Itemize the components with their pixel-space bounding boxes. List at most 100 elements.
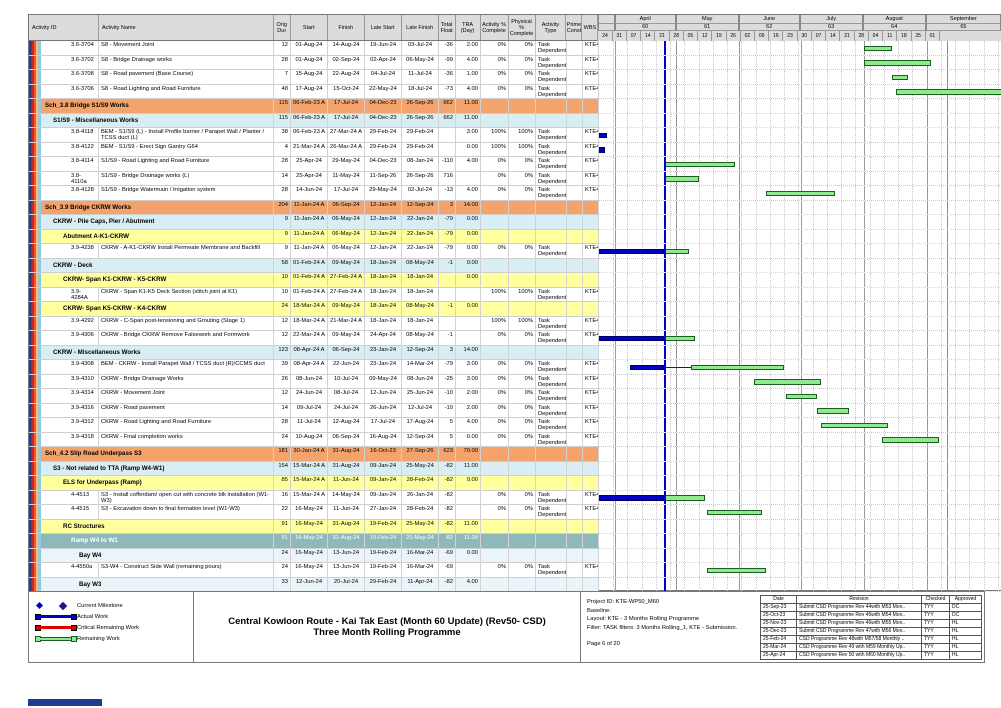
column-header-prime[interactable]: Prime Const <box>566 15 583 40</box>
gantt-bar-actual[interactable] <box>629 364 665 370</box>
table-row[interactable]: 3.9-4314 CKRW - Movement Joint 12 24-Jun-24… <box>29 389 1001 404</box>
group-band-row[interactable]: CKRW- Span K5-CKRW - K4-CKRW 24 18-Mar-24 … <box>29 302 1001 317</box>
gantt-bar-remaining[interactable] <box>664 248 689 254</box>
week-gridline <box>684 534 686 548</box>
column-header-wbs[interactable]: WBS <box>582 15 599 40</box>
week-gridline <box>613 418 615 432</box>
table-row[interactable]: 3.9-4308 BEM - CKRW - Install Parapet Wal… <box>29 360 1001 375</box>
group-band-row[interactable]: S3 - Not related to TTA (Ramp W4-W1) 154 1… <box>29 461 1001 476</box>
week-gridline <box>883 186 885 200</box>
table-row[interactable]: 3.8-4118 BEM - S1/S9 (L) - Install Profil… <box>29 128 1001 143</box>
group-band-row[interactable]: ELS for Underpass (Ramp) 85 15-Mar-24 A 11-… <box>29 476 1001 491</box>
table-row[interactable]: 3.6-3702 S8 - Bridge Drainage works 28 01-A… <box>29 55 1001 70</box>
group-band-row[interactable]: CKRW - Miscellaneous Works 123 08-Apr-24 A… <box>29 345 1001 360</box>
table-row[interactable]: 3.8-4114 S1/S9 - Road Lighting and Road F… <box>29 157 1001 172</box>
week-gridline <box>826 70 828 84</box>
column-header-type[interactable]: Activity Type <box>535 15 567 40</box>
gantt-bar-remaining[interactable] <box>765 190 836 196</box>
group-band-row[interactable]: Sch_3.8 Bridge S1/S9 Works 115 06-Feb-23 A… <box>29 99 1001 114</box>
gantt-bar-remaining[interactable] <box>706 509 762 515</box>
week-gridline <box>727 432 729 446</box>
cell-type <box>536 476 567 491</box>
table-row[interactable]: 3.9-4284A CKRW - Span K1-K5 Deck Section … <box>29 287 1001 302</box>
group-band-row[interactable]: CKRW - Pile Caps, Pier / Abutment 9 11-Jan… <box>29 215 1001 230</box>
group-band-row[interactable]: Bay W4 24 16-May-24 13-Jun-24 19-Feb-24 16-Ma… <box>29 548 1001 563</box>
week-gridline <box>641 461 643 475</box>
cell-start: 18-Mar-24 A <box>291 316 328 331</box>
month-number: 62 <box>738 24 800 31</box>
gantt-bar-remaining[interactable] <box>816 408 850 414</box>
table-row[interactable]: 3.9-4292 CKRW - C-Span post-tensioning an… <box>29 316 1001 331</box>
table-row[interactable]: 3.9-4306 CKRW - Bridge CKRW Remove Falsew… <box>29 331 1001 346</box>
gantt-bar-remaining[interactable] <box>863 45 893 51</box>
week-gridline <box>898 302 900 316</box>
table-row[interactable]: 3.9-4318 CKRW - Final completion works 24 1… <box>29 432 1001 447</box>
column-header-finish[interactable]: Finish <box>327 15 365 40</box>
group-band-row[interactable]: Ramp W4 to W1 91 16-May-24 31-Aug-24 19-Feb-… <box>29 534 1001 549</box>
table-row[interactable]: 3.8-4128 S1/S9 - Bridge Watermain / Irrig… <box>29 186 1001 201</box>
gantt-bar-actual[interactable] <box>599 147 606 153</box>
cell-late_start: 09-Jan-24 <box>365 490 402 505</box>
cell-dur: 4 <box>274 142 291 157</box>
group-band-row[interactable]: Sch_4.2 Slip Road Underpass S3 181 30-Jan-… <box>29 447 1001 462</box>
gantt-bar-neck[interactable] <box>664 366 691 369</box>
gantt-bar-remaining[interactable] <box>664 495 705 501</box>
gantt-bar-remaining[interactable] <box>753 379 821 385</box>
table-row[interactable]: 3.6-3704 S8 - Movement Joint 12 01-Aug-24 14… <box>29 41 1001 56</box>
gantt-bar-remaining[interactable] <box>786 393 817 399</box>
gantt-bar-remaining[interactable] <box>820 422 888 428</box>
gantt-bar-remaining[interactable] <box>706 567 766 573</box>
table-row[interactable]: 3.8-4122 BEM - S1/S9 - Erect Sign Gantry … <box>29 142 1001 157</box>
gantt-bar-actual[interactable] <box>599 335 665 341</box>
column-header-dur[interactable]: Orig Dur <box>273 15 291 40</box>
week-gridline <box>712 244 714 258</box>
table-row[interactable]: 4-4550a S3-W4 - Construct Side Wall (rema… <box>29 563 1001 578</box>
week-gridline <box>698 142 700 156</box>
cell-late_finish: 17-Aug-24 <box>402 418 439 433</box>
week-gridline <box>997 476 999 490</box>
gantt-bar-remaining[interactable] <box>863 60 931 66</box>
table-row[interactable]: 3.9-4310 CKRW - Bridge Drainage Works 26 08… <box>29 374 1001 389</box>
table-row[interactable]: 3.9-4312 CKRW - Road Lighting and Road Fu… <box>29 418 1001 433</box>
gantt-bar-actual[interactable] <box>599 495 665 501</box>
column-header-name[interactable]: Activity Name <box>98 15 274 40</box>
group-band-row[interactable]: RC Structures 91 16-May-24 31-Aug-24 19-Feb-… <box>29 519 1001 534</box>
group-band-row[interactable]: Bay W3 33 12-Jun-24 20-Jul-24 29-Feb-24 11-Ap… <box>29 577 1001 592</box>
column-header-act[interactable]: Activity % Complete <box>480 15 509 40</box>
column-header-tra[interactable]: TRA (Day) <box>455 15 481 40</box>
column-header-late_start[interactable]: Late Start <box>364 15 402 40</box>
table-row[interactable]: 3.6-3706 S8 - Road Lighting and Road Furn… <box>29 84 1001 99</box>
table-row[interactable]: 4-4513 S3 - Install cofferdam/ open cut w… <box>29 490 1001 505</box>
column-header-phys[interactable]: Physical % Complete <box>508 15 536 40</box>
data-date-line <box>664 563 667 577</box>
week-gridline <box>613 258 615 272</box>
group-band-row[interactable]: CKRW- Span K1-CKRW - K5-CKRW 10 01-Feb-24 … <box>29 273 1001 288</box>
cell-tra: 70.00 <box>456 447 481 462</box>
cell-wbs: KTE4 <box>583 70 599 85</box>
gantt-bar-remaining[interactable] <box>892 74 909 80</box>
gantt-bar-remaining[interactable] <box>664 161 736 167</box>
table-row[interactable]: 3.8-4110a S1/S9 - Bridge Drainage works (… <box>29 171 1001 186</box>
table-row[interactable]: 3.6-3708 S8 - Road pavement (Base Course)… <box>29 70 1001 85</box>
gantt-bar-remaining[interactable] <box>881 437 939 443</box>
group-band-row[interactable]: CKRW - Deck 58 01-Feb-24 A 09-May-24 18-Jan-… <box>29 258 1001 273</box>
table-row[interactable]: 4-4515 S3 - Excavation down to final form… <box>29 505 1001 520</box>
group-band-row[interactable]: S1/S9 - Miscellaneous Works 115 06-Feb-23 … <box>29 113 1001 128</box>
gantt-bar-remaining[interactable] <box>664 176 699 182</box>
gantt-bar-remaining[interactable] <box>690 364 785 370</box>
week-gridline <box>969 374 971 388</box>
table-row[interactable]: 3.9-4316 CKRW - Road pavement 14 09-Jul-24 2… <box>29 403 1001 418</box>
column-header-tf[interactable]: Total Float <box>438 15 456 40</box>
table-row[interactable]: 3.9-4238 CKRW - A-K1-CKRW Install Permeat… <box>29 244 1001 259</box>
gantt-bar-remaining[interactable] <box>896 89 1001 95</box>
column-header-late_finish[interactable]: Late Finish <box>401 15 439 40</box>
column-header-start[interactable]: Start <box>290 15 328 40</box>
column-header-id[interactable]: Activity ID <box>29 15 99 40</box>
gantt-bar-actual[interactable] <box>599 132 608 138</box>
gantt-bar-actual[interactable] <box>599 248 665 254</box>
month-gridline <box>739 142 741 156</box>
group-band-row[interactable]: Abutment A-K1-CKRW 9 11-Jan-24 A 06-May-24 1… <box>29 229 1001 244</box>
gantt-bar-remaining[interactable] <box>664 335 695 341</box>
cell-tf: -10 <box>439 403 456 418</box>
